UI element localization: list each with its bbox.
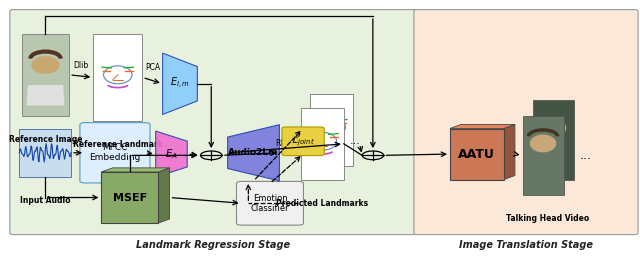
Text: Audio2Lm: Audio2Lm bbox=[228, 148, 279, 157]
Text: Dlib: Dlib bbox=[74, 61, 89, 70]
Text: MSEF: MSEF bbox=[113, 192, 147, 203]
Polygon shape bbox=[450, 124, 515, 128]
Text: $E_{l,m}$: $E_{l,m}$ bbox=[170, 76, 190, 91]
Text: Input Audio: Input Audio bbox=[20, 196, 70, 205]
FancyBboxPatch shape bbox=[22, 34, 69, 116]
Text: $E_A$: $E_A$ bbox=[165, 147, 178, 161]
Polygon shape bbox=[228, 125, 280, 181]
Text: RPCA: RPCA bbox=[275, 139, 296, 148]
Text: Reference Landmark: Reference Landmark bbox=[73, 140, 163, 149]
FancyBboxPatch shape bbox=[19, 128, 71, 177]
FancyBboxPatch shape bbox=[80, 123, 150, 183]
Text: PCA: PCA bbox=[145, 63, 160, 72]
FancyBboxPatch shape bbox=[282, 127, 324, 155]
Polygon shape bbox=[163, 53, 197, 114]
Polygon shape bbox=[101, 168, 170, 172]
FancyBboxPatch shape bbox=[522, 116, 564, 195]
Polygon shape bbox=[26, 85, 65, 105]
Text: Landmark Regression Stage: Landmark Regression Stage bbox=[136, 240, 290, 250]
Text: Reference Image: Reference Image bbox=[9, 135, 83, 144]
Text: Talking Head Video: Talking Head Video bbox=[506, 214, 589, 223]
FancyBboxPatch shape bbox=[101, 172, 158, 223]
Ellipse shape bbox=[31, 56, 60, 74]
FancyBboxPatch shape bbox=[10, 10, 417, 235]
Ellipse shape bbox=[530, 134, 556, 152]
Polygon shape bbox=[158, 168, 170, 223]
Text: MFCC
Embedding: MFCC Embedding bbox=[89, 143, 141, 162]
FancyBboxPatch shape bbox=[414, 10, 638, 235]
Polygon shape bbox=[156, 131, 188, 177]
Text: Emotion
Classifier: Emotion Classifier bbox=[251, 194, 289, 213]
Text: ...: ... bbox=[350, 136, 361, 146]
Text: ...: ... bbox=[579, 149, 591, 162]
Text: $\mathcal{L}_{joint}$: $\mathcal{L}_{joint}$ bbox=[291, 135, 315, 148]
FancyBboxPatch shape bbox=[532, 100, 573, 180]
FancyBboxPatch shape bbox=[93, 34, 143, 121]
Text: Image Translation Stage: Image Translation Stage bbox=[459, 240, 593, 250]
Ellipse shape bbox=[540, 119, 566, 137]
Text: Predicted Landmarks: Predicted Landmarks bbox=[276, 199, 369, 208]
FancyBboxPatch shape bbox=[301, 108, 344, 180]
FancyBboxPatch shape bbox=[450, 128, 504, 180]
Text: AATU: AATU bbox=[458, 148, 495, 161]
Polygon shape bbox=[504, 124, 515, 180]
FancyBboxPatch shape bbox=[310, 94, 353, 166]
FancyBboxPatch shape bbox=[237, 181, 303, 225]
